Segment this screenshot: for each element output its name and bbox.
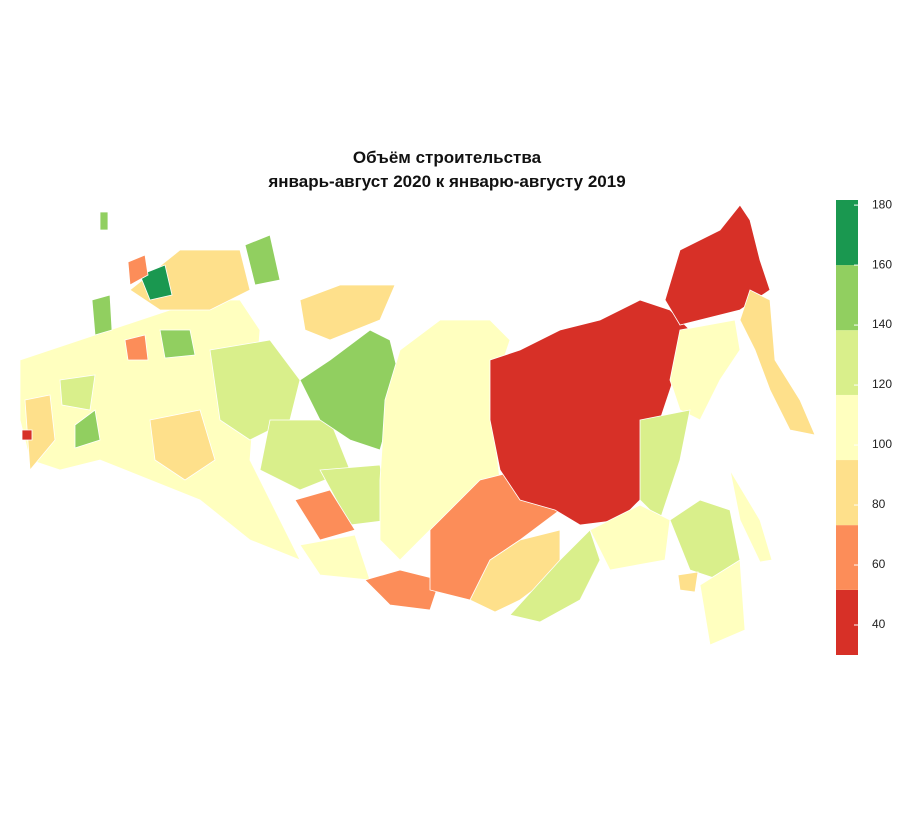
region: [299, 534, 371, 581]
legend-tick-label: 60: [872, 557, 886, 571]
region: [127, 254, 149, 286]
legend-tick-label: 140: [872, 317, 892, 331]
title-line: Объём строительства: [353, 148, 542, 167]
regions: [19, 204, 816, 646]
region: [159, 329, 196, 359]
legend-tick-label: 180: [872, 197, 892, 211]
region: [294, 489, 356, 541]
region: [244, 234, 281, 286]
region: [364, 569, 441, 611]
legend-tick-label: 40: [872, 617, 886, 631]
region: [677, 571, 699, 593]
region: [299, 284, 396, 341]
legend-swatch: [836, 589, 858, 655]
legend-swatch: [836, 394, 858, 461]
legend-tick-label: 100: [872, 437, 892, 451]
legend-swatch: [836, 460, 858, 526]
legend-swatch: [836, 525, 858, 590]
region: [59, 374, 96, 411]
region: [74, 409, 101, 449]
region: [639, 409, 691, 521]
region: [91, 294, 113, 336]
legend-tick-label: 120: [872, 377, 892, 391]
region: [664, 204, 771, 326]
region: [729, 469, 773, 563]
legend-swatch: [836, 265, 858, 331]
legend-tick-label: 80: [872, 497, 886, 511]
legend-tick-label: 160: [872, 257, 892, 271]
region: [99, 211, 109, 231]
region: [21, 429, 33, 441]
region: [699, 559, 746, 646]
region: [469, 529, 561, 613]
region: [124, 334, 149, 361]
region: [149, 409, 216, 481]
region: [669, 319, 741, 421]
region: [24, 394, 56, 472]
region: [509, 529, 601, 623]
region: [739, 289, 816, 436]
legend-swatch: [836, 330, 858, 395]
legend-swatch: [836, 200, 858, 266]
title-line: январь-август 2020 к январю-августу 2019: [267, 172, 625, 191]
region: [589, 504, 671, 571]
legend: 40 60 80 100 120 140 160 180: [836, 197, 892, 655]
